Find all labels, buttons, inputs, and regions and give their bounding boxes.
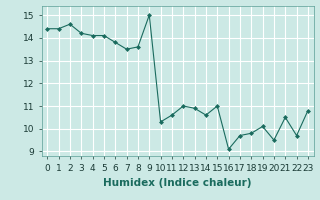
X-axis label: Humidex (Indice chaleur): Humidex (Indice chaleur) bbox=[103, 178, 252, 188]
